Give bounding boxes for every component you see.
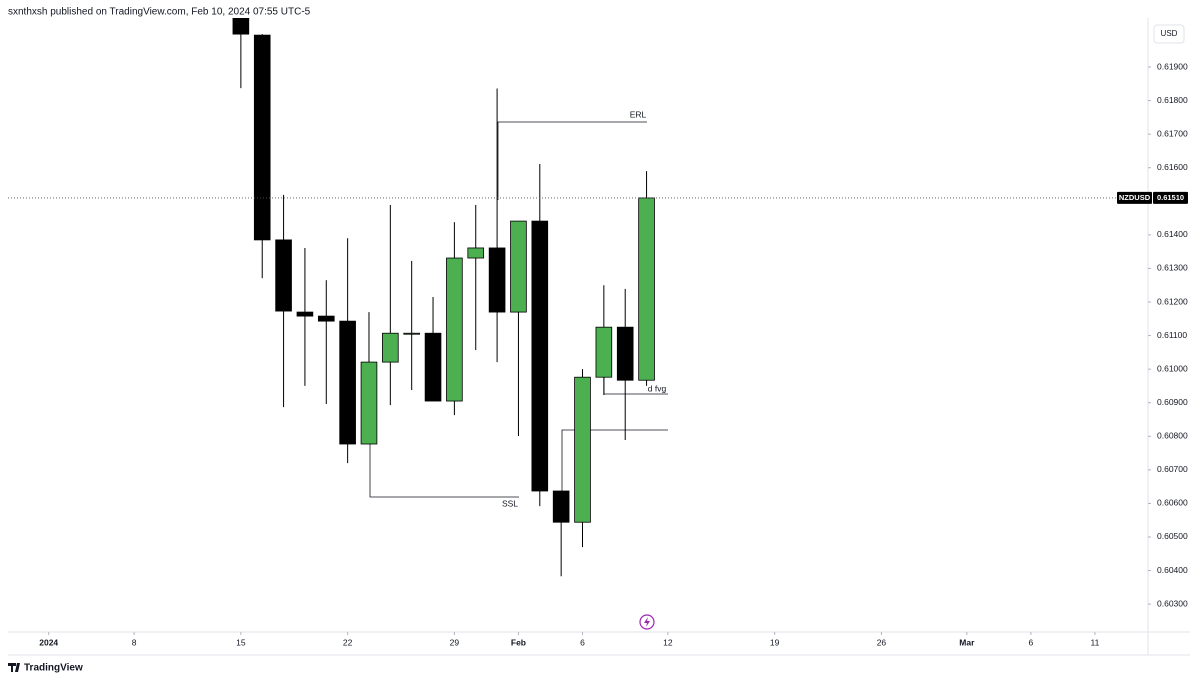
y-tick-label: 0.61600 — [1157, 162, 1188, 172]
x-tick-label: 26 — [877, 637, 887, 647]
candle-body — [510, 220, 527, 313]
y-tick-label: 0.60900 — [1157, 397, 1188, 407]
candle-body — [446, 257, 463, 402]
header: sxnthxsh published on TradingView.com, F… — [8, 7, 311, 18]
x-tick-label: 8 — [132, 637, 137, 647]
symbol: NZDUSD — [1119, 193, 1151, 202]
last-price: 0.61510 — [1157, 193, 1184, 202]
x-tick-label: 29 — [450, 637, 460, 647]
y-tick-label: 0.61300 — [1157, 263, 1188, 273]
candle-body — [232, 18, 250, 35]
last-price-box — [1153, 191, 1188, 204]
y-tick-label: 0.61400 — [1157, 229, 1188, 239]
y-tick-label: 0.61100 — [1157, 330, 1187, 340]
currency-box[interactable] — [1153, 24, 1185, 44]
candle-body — [488, 247, 506, 313]
candle-body — [253, 34, 271, 241]
x-tick-label: 12 — [663, 637, 673, 647]
annotation: d fvg — [648, 383, 667, 393]
candle-body — [531, 220, 549, 492]
y-tick-label: 0.60400 — [1157, 565, 1188, 575]
alert-icon[interactable] — [639, 614, 655, 630]
candle-body — [424, 332, 442, 402]
candle-body — [382, 332, 399, 363]
y-tick-label: 0.61700 — [1157, 128, 1188, 138]
x-tick-label: 15 — [236, 637, 246, 647]
level-line — [561, 429, 668, 491]
y-tick-label: 0.61900 — [1157, 61, 1188, 71]
candle-body — [360, 361, 378, 445]
candle-body — [296, 311, 314, 317]
x-tick-label: 19 — [770, 637, 780, 647]
annotation: ERL — [630, 109, 647, 119]
candle-body — [339, 320, 356, 445]
ssl-line — [369, 444, 519, 498]
candle-body — [595, 326, 613, 378]
y-tick-label: 0.61200 — [1157, 296, 1188, 306]
x-tick-label: 6 — [1029, 637, 1034, 647]
x-tick-label: 22 — [343, 637, 353, 647]
x-tick-label: 11 — [1091, 637, 1100, 647]
candle-body — [638, 197, 655, 381]
currency: USD — [1161, 29, 1178, 38]
candle-body — [403, 332, 420, 335]
brand-logo[interactable]: TradingView — [8, 663, 83, 674]
candle-body — [616, 326, 634, 381]
brand: TradingView — [24, 663, 83, 674]
symbol-box — [1117, 191, 1152, 204]
annotation: SSL — [502, 498, 518, 508]
candle-body — [467, 247, 485, 259]
candle-body — [275, 239, 292, 312]
candle-body — [574, 376, 591, 523]
y-tick-label: 0.60600 — [1157, 498, 1188, 508]
y-tick-label: 0.61800 — [1157, 95, 1188, 105]
x-tick-label: Feb — [511, 637, 526, 647]
y-tick-label: 0.60500 — [1157, 531, 1188, 541]
y-tick-label: 0.60700 — [1157, 464, 1188, 474]
plot-area — [232, 18, 655, 577]
y-tick-label: 0.61000 — [1157, 363, 1188, 373]
x-tick-label: 2024 — [39, 637, 58, 647]
erl-line — [497, 121, 647, 200]
x-tick-label: 6 — [580, 637, 585, 647]
candle-body — [317, 315, 335, 322]
candle-body — [552, 490, 570, 523]
x-tick-label: Mar — [959, 637, 975, 647]
y-tick-label: 0.60800 — [1157, 431, 1188, 441]
y-tick-label: 0.60300 — [1157, 598, 1188, 608]
